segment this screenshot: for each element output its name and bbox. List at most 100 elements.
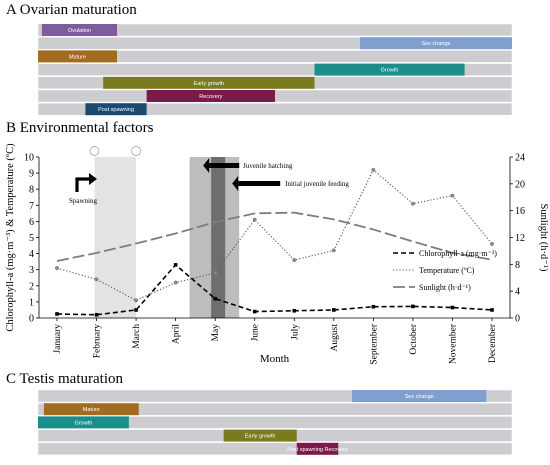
x-tick-label: December [488,323,498,363]
series-line-2 [56,211,493,262]
ovarian-bar-label: Post spawning [98,107,134,113]
ovarian-row-bg [37,23,513,37]
series-point-1 [55,266,60,271]
series-point-1 [134,298,139,303]
feeding-arrow-shaft [238,181,281,186]
y-tick-label-right: 8 [515,260,520,271]
legend-label: Chlorophyll-a (mg·m⁻³) [419,249,497,258]
series-point-0 [371,304,376,309]
x-tick-label: June [251,324,261,341]
section-b-title: B Environmental factors [6,120,154,136]
testis-bar [43,403,139,416]
x-tick-label: April [172,324,182,344]
testis-row-bg [37,389,513,403]
x-tick-label: July [290,324,300,340]
ovarian-row-bg [37,102,513,116]
full-moon-icon [131,146,141,156]
testis-bar-label: Sex change [405,394,434,400]
initial-feeding-label: Initial juvenile feeding [285,180,349,188]
series-point-1 [213,270,218,275]
juvenile-hatching-label: Juvenile hatching [243,162,293,170]
y-tick-label-left: 10 [24,153,34,164]
spawning-period-band [94,157,137,318]
y-tick-label-left: 1 [29,297,34,308]
y-tick-label-right: 12 [515,233,525,244]
series-point-1 [252,217,257,222]
x-tick-label: February [93,324,103,359]
y-tick-label-left: 4 [29,249,34,260]
series-point-1 [371,167,376,172]
ovarian-bar [41,24,118,36]
ovarian-bar-label: Sex change [421,41,450,47]
x-tick-label: May [211,324,221,342]
y-tick-label-left: 5 [29,233,34,244]
series-point-0 [450,305,455,310]
spawning-arrowhead [89,173,97,185]
ovarian-bar-label: Early growth [194,81,225,87]
series-point-1 [331,248,336,253]
y-tick-label-left: 0 [29,314,34,325]
legend-label: Temperature (ºC) [419,266,475,275]
y-axis-label-left: Chlorophyll-a (mg·m⁻³) & Temperature (ºC… [5,143,16,332]
ovarian-bar-label: Ovulation [68,28,91,34]
ovarian-bar [38,50,117,63]
full-moon-icon [89,146,100,156]
y-axis-label-right: Sunlight (h·d⁻¹) [538,204,549,272]
x-tick-label: November [448,323,458,364]
section-a-title: A Ovarian maturation [6,2,137,18]
series-point-0 [134,308,138,312]
series-point-0 [292,308,297,313]
y-tick-label-left: 7 [29,201,34,212]
ovarian-bar-label: Recovery [199,94,222,100]
series-point-1 [450,193,455,198]
x-axis-label: Month [260,353,290,365]
ovarian-bar [103,76,315,89]
y-tick-label-right: 16 [515,206,525,217]
y-tick-label-left: 3 [29,265,34,276]
series-point-0 [173,263,178,267]
ovarian-bar [359,37,512,50]
ovarian-bar [85,103,147,116]
y-tick-label-left: 2 [29,281,34,292]
x-tick-label: October [409,323,419,354]
y-tick-label-right: 4 [515,287,520,298]
series-point-1 [292,258,297,263]
series-point-0 [252,309,257,314]
testis-row-bg [37,416,513,429]
legend-label: Sunlight (h·d⁻¹) [419,283,471,292]
series-line-0 [56,263,493,316]
ovarian-bar [146,90,275,102]
y-tick-label-right: 0 [515,314,520,325]
series-point-0 [94,312,99,317]
series-point-0 [490,308,494,312]
x-tick-label: March [132,324,142,349]
y-tick-label-left: 9 [29,169,34,180]
series-point-1 [173,280,178,285]
series-point-1 [490,241,495,246]
testis-bar [352,390,487,402]
feeding-arrowhead [232,176,239,191]
x-tick-label: September [369,323,379,364]
testis-row-bg [37,429,513,442]
testis-bar [296,442,339,455]
y-tick-label-left: 6 [29,217,34,228]
series-point-0 [411,304,415,309]
series-point-0 [332,308,336,312]
feeding-period-band [211,157,226,318]
hatching-arrow-shaft [209,163,240,168]
y-tick-label-left: 8 [29,185,34,196]
testis-bar-label: Early growth [245,434,276,440]
ovarian-bar [314,63,465,76]
x-tick-label: January [53,324,63,354]
testis-row-bg [37,442,513,456]
testis-bar-label: Growth [75,420,93,426]
testis-bar-label: Mature [83,407,100,413]
y-tick-label-right: 20 [515,179,525,190]
ovarian-bar-label: Mature [69,54,86,60]
ovarian-maturation-timeline: Ovulation Sex change Mature Growth Early gro… [37,23,513,116]
series-point-1 [410,201,415,206]
series-point-0 [213,296,217,301]
series-point-0 [55,312,59,316]
x-tick-label: August [330,324,340,352]
